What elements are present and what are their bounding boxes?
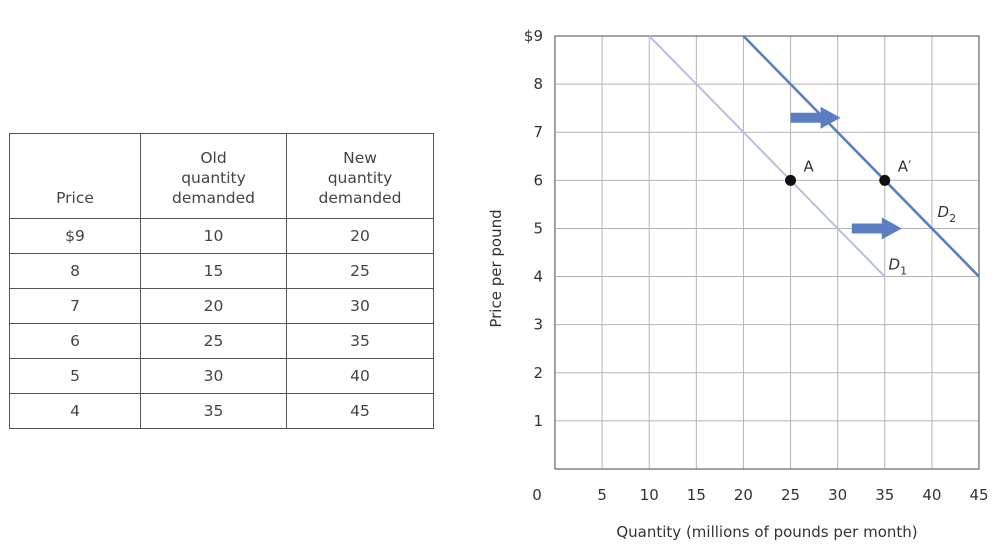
x-tick-label: 10 bbox=[640, 486, 659, 504]
x-axis-label: Quantity (millions of pounds per month) bbox=[616, 523, 917, 541]
y-tick-label: 4 bbox=[533, 268, 543, 286]
y-tick-label: 3 bbox=[533, 316, 543, 334]
new-quantity-cell: 20 bbox=[286, 218, 434, 254]
header-new-line1: New bbox=[343, 149, 377, 167]
x-tick-label: 15 bbox=[687, 486, 706, 504]
old-quantity-cell: 10 bbox=[140, 218, 287, 254]
header-old-line1: Old bbox=[200, 149, 227, 167]
x-tick-label: 45 bbox=[969, 486, 988, 504]
curve-label: D1 bbox=[889, 256, 908, 278]
x-tick-label: 35 bbox=[875, 486, 894, 504]
shift-arrow-icon bbox=[790, 106, 841, 129]
price-cell: $9 bbox=[9, 218, 141, 254]
y-tick-label: $9 bbox=[524, 27, 543, 45]
demand-curve-d2 bbox=[742, 35, 980, 278]
y-tick-label: 7 bbox=[533, 123, 543, 141]
x-tick-label: 5 bbox=[597, 486, 607, 504]
header-old-line2: quantity bbox=[181, 169, 246, 187]
curve-label-subscript: 1 bbox=[900, 265, 907, 278]
table-row: $9 10 20 bbox=[9, 218, 434, 254]
y-tick-label: 5 bbox=[533, 219, 543, 237]
table-row: 8 15 25 bbox=[9, 253, 434, 289]
table-header-row: Price Old quantity demanded New quantity… bbox=[9, 133, 434, 219]
x-tick-label: 30 bbox=[828, 486, 847, 504]
new-quantity-cell: 45 bbox=[286, 393, 434, 429]
x-tick-label: 40 bbox=[922, 486, 941, 504]
y-axis-label: Price per pound bbox=[487, 209, 505, 327]
table-row: 4 35 45 bbox=[9, 393, 434, 429]
header-old-line3: demanded bbox=[171, 189, 255, 207]
y-tick-label: 6 bbox=[533, 171, 543, 189]
point-marker bbox=[785, 174, 797, 186]
chart-marks bbox=[785, 106, 902, 240]
demand-curves bbox=[648, 35, 980, 278]
new-quantity-cell: 25 bbox=[286, 253, 434, 289]
curve-label-subscript: 2 bbox=[949, 212, 956, 225]
x-tick-label: 25 bbox=[781, 486, 800, 504]
shift-arrow-icon bbox=[851, 217, 902, 240]
x-tick-label: 20 bbox=[734, 486, 753, 504]
header-new-line2: quantity bbox=[327, 169, 393, 187]
table-row: 5 30 40 bbox=[9, 358, 434, 394]
price-cell: 8 bbox=[9, 253, 141, 289]
old-quantity-cell: 25 bbox=[140, 323, 287, 359]
curve-label: D2 bbox=[938, 203, 957, 225]
x-tick-label: 0 bbox=[532, 486, 542, 504]
header-old-quantity: Old quantity demanded bbox=[140, 133, 287, 219]
grid bbox=[554, 35, 980, 470]
header-price: Price bbox=[9, 133, 141, 219]
y-tick-label: 1 bbox=[533, 412, 543, 430]
point-label: A bbox=[804, 157, 815, 175]
header-new-line3: demanded bbox=[318, 189, 402, 207]
price-cell: 4 bbox=[9, 393, 141, 429]
point-marker bbox=[879, 174, 891, 186]
old-quantity-cell: 35 bbox=[140, 393, 287, 429]
y-tick-label: 2 bbox=[533, 364, 543, 382]
y-tick-label: 8 bbox=[533, 75, 543, 93]
plot-frame bbox=[554, 35, 980, 470]
point-label: A′ bbox=[898, 157, 912, 175]
header-price-text: Price bbox=[56, 189, 94, 207]
demand-curve-d1 bbox=[648, 35, 886, 278]
header-new-quantity: New quantity demanded bbox=[286, 133, 434, 219]
demand-schedule-table: Price Old quantity demanded New quantity… bbox=[9, 133, 434, 429]
new-quantity-cell: 30 bbox=[286, 288, 434, 324]
